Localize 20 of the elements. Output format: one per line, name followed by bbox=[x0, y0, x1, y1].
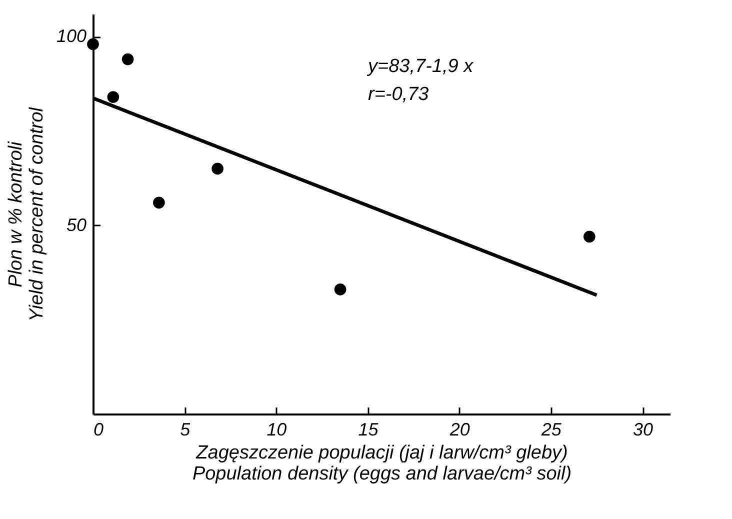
x-tick-label: 15 bbox=[358, 420, 380, 440]
point bbox=[153, 196, 165, 209]
y-tick-label: 50 bbox=[66, 214, 86, 235]
x-axis-title: Zagęszczenie populacji (jaj i larw/cm³ gleby) Population density (eggs and larvae/cm³ soil) bbox=[192, 442, 572, 484]
point bbox=[334, 284, 346, 296]
point bbox=[212, 162, 224, 175]
x-tick-label: 25 bbox=[540, 420, 562, 440]
point bbox=[122, 53, 134, 66]
x-tick-label: 30 bbox=[633, 420, 654, 440]
x-tick-label: 0 bbox=[94, 420, 104, 440]
point bbox=[87, 38, 99, 50]
y-axis-title: Plon w % kontroli Yield in percent of control bbox=[5, 106, 48, 322]
y-tick-label: 100 bbox=[56, 26, 86, 46]
x-tick-label: 20 bbox=[448, 420, 470, 440]
point bbox=[107, 91, 120, 103]
annotation: y=83,7-1,9 x bbox=[366, 56, 475, 77]
point bbox=[583, 230, 596, 243]
x-tick-label: 5 bbox=[180, 420, 192, 440]
x-tick-label: 10 bbox=[266, 420, 287, 440]
annotation: r=-0,73 bbox=[368, 84, 430, 105]
